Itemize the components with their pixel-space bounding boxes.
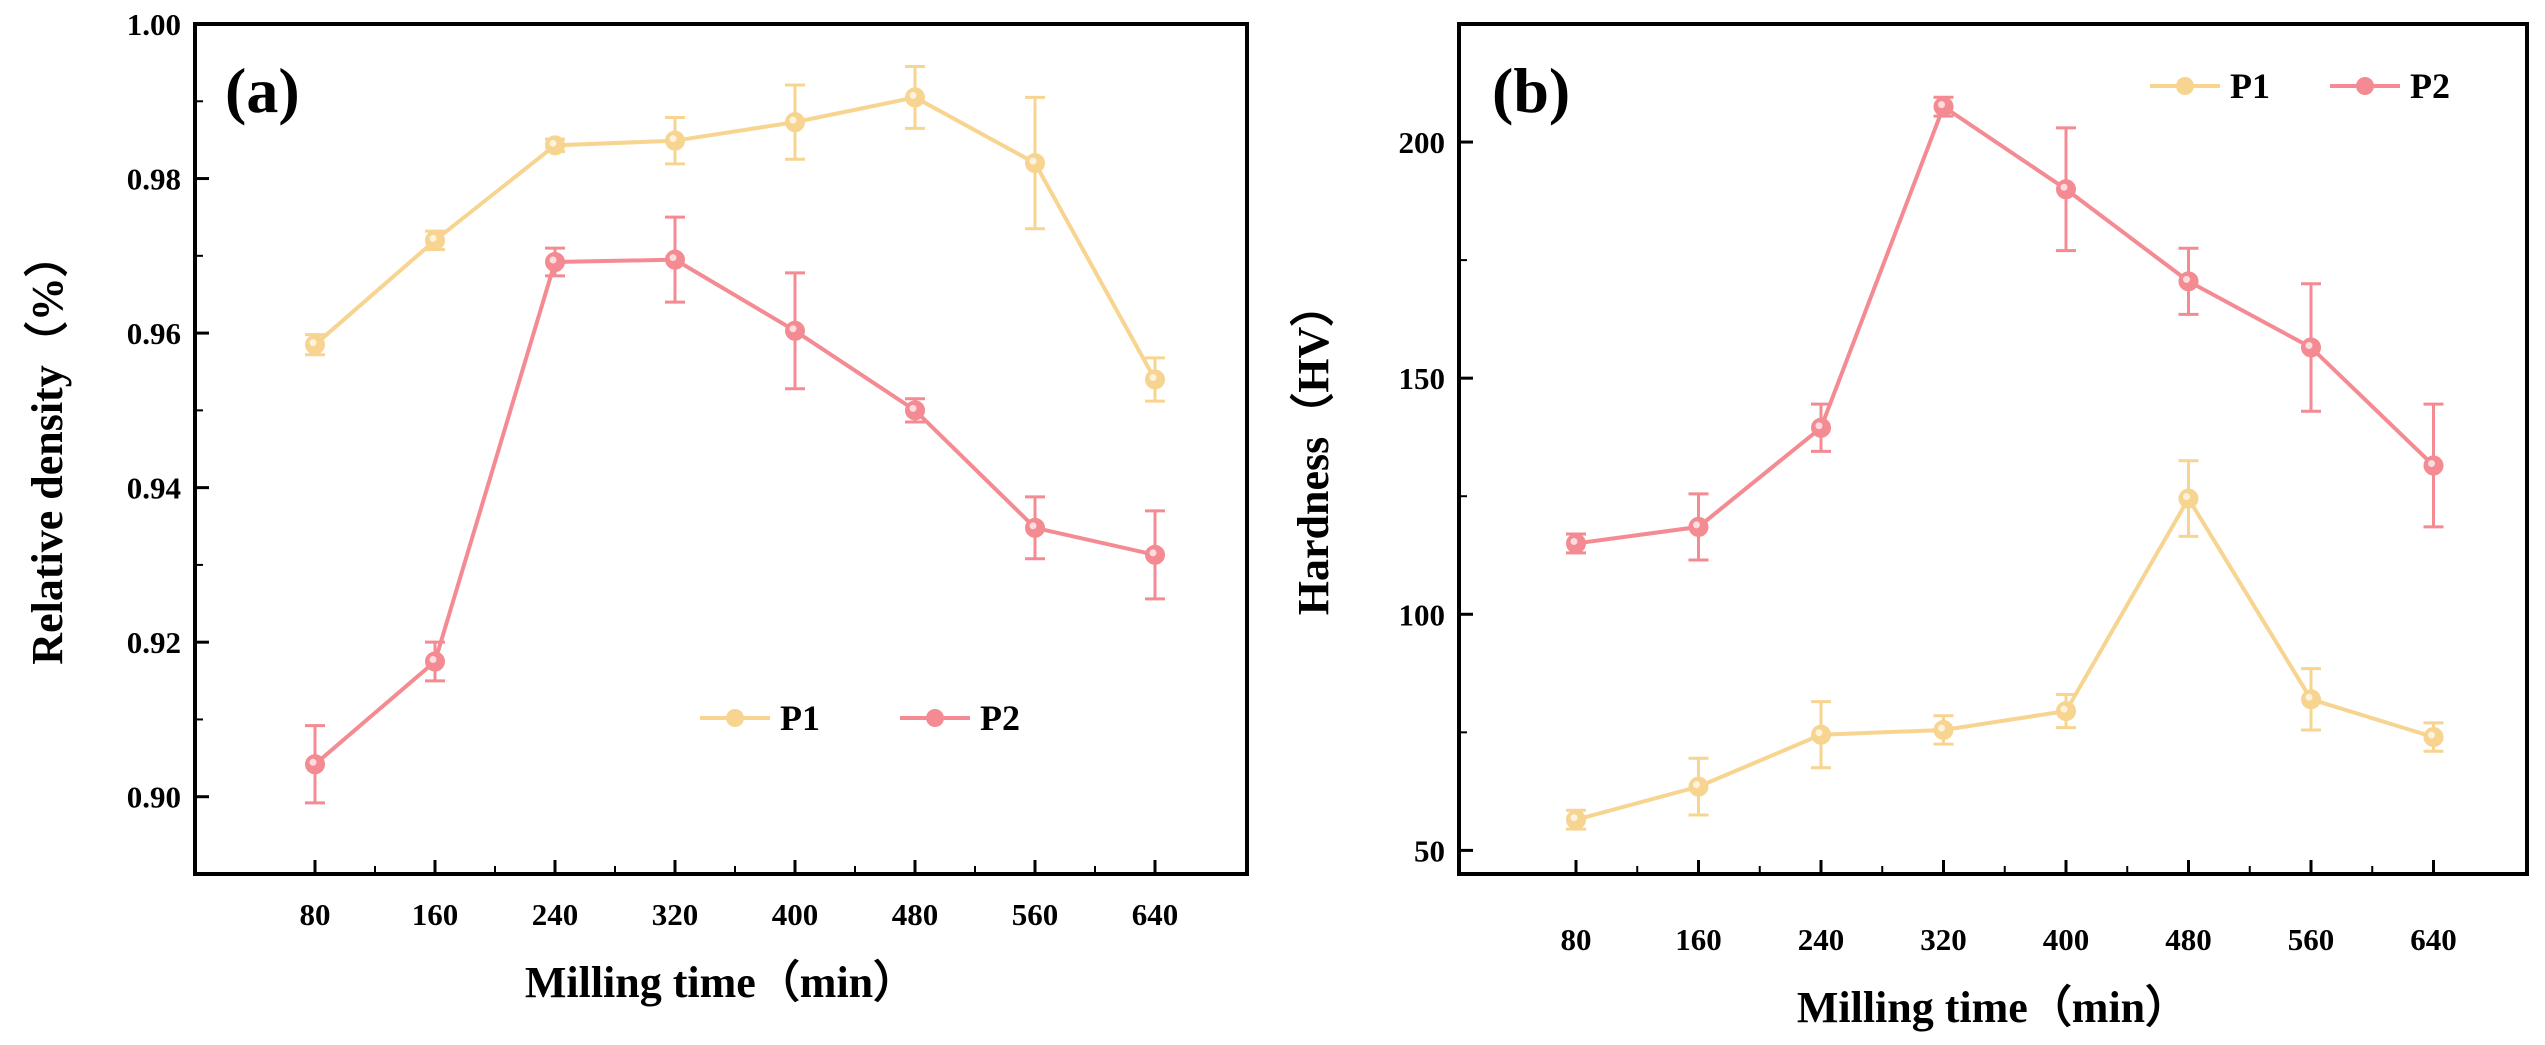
data-point-highlight [309, 758, 317, 766]
data-point-highlight [789, 325, 797, 333]
legend-marker-p1 [726, 709, 744, 727]
x-tick-label-b: 160 [1675, 922, 1722, 957]
data-point-highlight [549, 139, 557, 147]
data-point-highlight [1693, 781, 1700, 789]
x-tick-label-a: 560 [1012, 897, 1059, 932]
data-point-highlight [789, 116, 797, 124]
x-tick-label-a: 640 [1132, 897, 1179, 932]
data-point-highlight [1938, 724, 1945, 732]
data-point-highlight [909, 404, 917, 412]
data-point-highlight [2183, 275, 2190, 283]
legend-label-p2: P2 [980, 698, 1020, 738]
x-tick-label-b: 640 [2410, 922, 2457, 957]
x-tick-label-a: 160 [412, 897, 459, 932]
data-point-highlight [309, 339, 317, 347]
y-tick-label-a: 0.98 [127, 162, 181, 197]
y-tick-label-a: 0.90 [127, 780, 181, 815]
panel-label-b: (b) [1492, 55, 1570, 126]
data-point-highlight [1938, 101, 1945, 109]
data-point-highlight [429, 234, 437, 242]
series-b-p2 [1566, 95, 2444, 562]
y-axis-title-a: Relative density（%） [23, 233, 72, 664]
data-point-highlight [2428, 460, 2435, 468]
y-tick-label-b: 50 [1414, 833, 1445, 868]
series-line-p1 [1575, 494, 2435, 822]
x-tick-label-b: 320 [1920, 922, 1967, 957]
legend-marker-p1 [2176, 77, 2194, 95]
x-tick-label-a: 480 [892, 897, 939, 932]
data-point-highlight [1570, 537, 1578, 545]
x-tick-label-a: 400 [772, 897, 819, 932]
data-point-highlight [1815, 729, 1823, 737]
data-point-highlight [669, 135, 677, 143]
data-point-highlight [1029, 157, 1037, 165]
data-point-highlight [549, 256, 557, 264]
y-tick-label-b: 200 [1399, 125, 1446, 160]
data-point-highlight [1149, 373, 1157, 381]
data-point-highlight [1570, 814, 1578, 822]
series-b-p1 [1566, 459, 2444, 831]
data-point-highlight [669, 254, 677, 262]
plot-frame-b [1457, 22, 2529, 876]
y-tick-label-a: 0.92 [127, 625, 181, 660]
panel-label-a: (a) [225, 55, 300, 126]
x-tick-label-b: 480 [2165, 922, 2212, 957]
x-tick-label-b: 80 [1561, 922, 1592, 957]
series-line-p2 [313, 257, 1156, 766]
x-tick-label-a: 240 [532, 897, 579, 932]
x-tick-label-b: 400 [2043, 922, 2090, 957]
series-line-p1 [313, 95, 1157, 381]
plot-frame-a [193, 22, 1249, 876]
y-tick-label-a: 0.94 [127, 471, 181, 506]
data-point-highlight [2183, 493, 2190, 501]
legend-label-p1: P1 [2230, 66, 2270, 106]
y-axis-title-b: Hardness（HV） [1289, 283, 1338, 615]
legend-marker-p2 [2356, 77, 2374, 95]
data-point-highlight [2060, 183, 2068, 191]
data-point-highlight [429, 656, 437, 663]
series-a-p1 [305, 65, 1165, 403]
data-point-highlight [1815, 422, 1823, 430]
x-tick-label-b: 240 [1798, 922, 1845, 957]
data-point-highlight [2305, 341, 2313, 349]
x-axis-title-a: Milling time（min） [525, 958, 917, 1007]
data-point-highlight [1149, 549, 1157, 557]
y-tick-label-b: 150 [1399, 361, 1446, 396]
x-tick-label-b: 560 [2288, 922, 2335, 957]
data-point-highlight [2428, 731, 2435, 739]
data-point-highlight [1693, 521, 1700, 529]
x-tick-label-a: 80 [300, 897, 331, 932]
x-tick-label-a: 320 [652, 897, 699, 932]
y-tick-label-a: 0.96 [127, 316, 181, 351]
y-tick-label-b: 100 [1399, 597, 1446, 632]
legend-label-p1: P1 [780, 698, 820, 738]
legend-marker-p2 [926, 709, 944, 727]
data-point-highlight [909, 91, 917, 99]
data-point-highlight [2305, 693, 2313, 701]
x-axis-title-b: Milling time（min） [1797, 983, 2189, 1032]
series-a-p2 [305, 215, 1165, 805]
panel-b: (b) Milling time（min） Hardness（HV） 80 160… [1289, 22, 2529, 1032]
data-point-highlight [1029, 522, 1037, 530]
panel-a: (a) Milling time（min） Relative density（%… [23, 7, 1249, 1007]
legend-label-p2: P2 [2410, 66, 2450, 106]
data-point-highlight [2060, 705, 2068, 713]
y-tick-label-a: 1.00 [127, 7, 181, 42]
series-line-p2 [1575, 103, 2435, 546]
